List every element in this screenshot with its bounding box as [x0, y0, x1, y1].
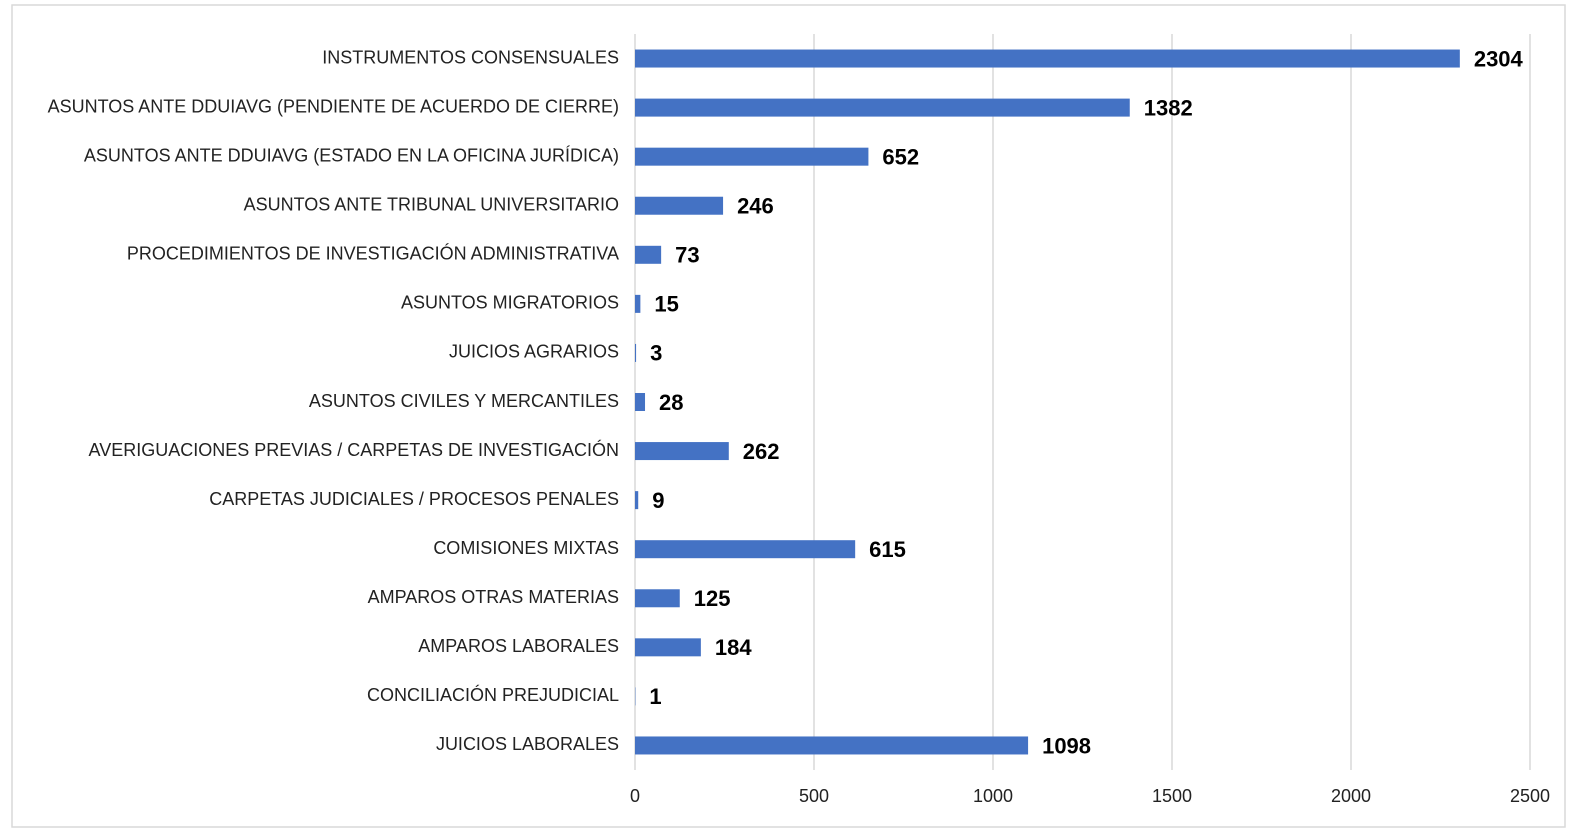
x-tick-label: 500 — [799, 786, 829, 806]
x-tick-label: 1500 — [1152, 786, 1192, 806]
value-label: 9 — [652, 488, 664, 513]
value-label: 184 — [715, 635, 752, 660]
bar — [635, 294, 641, 313]
value-label: 28 — [659, 390, 683, 415]
y-tick-label: AVERIGUACIONES PREVIAS / CARPETAS DE INV… — [89, 439, 619, 460]
y-tick-label: COMISIONES MIXTAS — [433, 538, 619, 558]
value-label: 73 — [675, 243, 699, 268]
x-tick-label: 0 — [630, 786, 640, 806]
y-tick-label: INSTRUMENTOS CONSENSUALES — [322, 47, 619, 67]
value-label: 15 — [654, 292, 678, 317]
y-tick-label: AMPAROS LABORALES — [418, 636, 619, 656]
value-label: 1098 — [1042, 733, 1091, 758]
chart-frame — [11, 4, 1566, 828]
bar — [635, 442, 729, 461]
y-tick-label: CONCILIACIÓN PREJUDICIAL — [367, 684, 619, 705]
value-label: 652 — [882, 144, 919, 169]
bar — [635, 638, 701, 657]
y-tick-label: ASUNTOS CIVILES Y MERCANTILES — [309, 391, 619, 411]
bar — [635, 540, 856, 559]
bar — [635, 491, 639, 510]
y-tick-label: ASUNTOS ANTE DDUIAVG (PENDIENTE DE ACUER… — [48, 96, 619, 116]
bar — [635, 245, 662, 264]
y-tick-label: ASUNTOS ANTE TRIBUNAL UNIVERSITARIO — [244, 194, 619, 214]
y-tick-label: ASUNTOS ANTE DDUIAVG (ESTADO EN LA OFICI… — [84, 145, 619, 165]
x-tick-label: 2500 — [1510, 786, 1550, 806]
value-label: 262 — [743, 439, 780, 464]
y-tick-label: CARPETAS JUDICIALES / PROCESOS PENALES — [209, 489, 619, 509]
x-tick-label: 2000 — [1331, 786, 1371, 806]
value-label: 1382 — [1144, 95, 1193, 120]
x-tick-label: 1000 — [973, 786, 1013, 806]
y-tick-label: AMPAROS OTRAS MATERIAS — [368, 587, 619, 607]
bar — [635, 589, 680, 608]
y-tick-label: JUICIOS LABORALES — [436, 734, 619, 754]
y-tick-label: PROCEDIMIENTOS DE INVESTIGACIÓN ADMINIST… — [127, 243, 619, 264]
y-tick-label: ASUNTOS MIGRATORIOS — [401, 293, 619, 313]
bar — [635, 393, 646, 411]
value-label: 3 — [650, 341, 662, 366]
bar — [635, 147, 869, 166]
bar — [635, 736, 1029, 755]
bar — [635, 98, 1130, 117]
value-label: 246 — [737, 194, 774, 219]
value-label: 125 — [694, 586, 731, 611]
value-label: 1 — [649, 684, 661, 709]
bar — [635, 49, 1460, 68]
value-label: 2304 — [1474, 46, 1524, 71]
bar — [635, 343, 637, 362]
bar — [635, 196, 724, 215]
value-label: 615 — [869, 537, 906, 562]
y-tick-label: JUICIOS AGRARIOS — [449, 342, 619, 362]
